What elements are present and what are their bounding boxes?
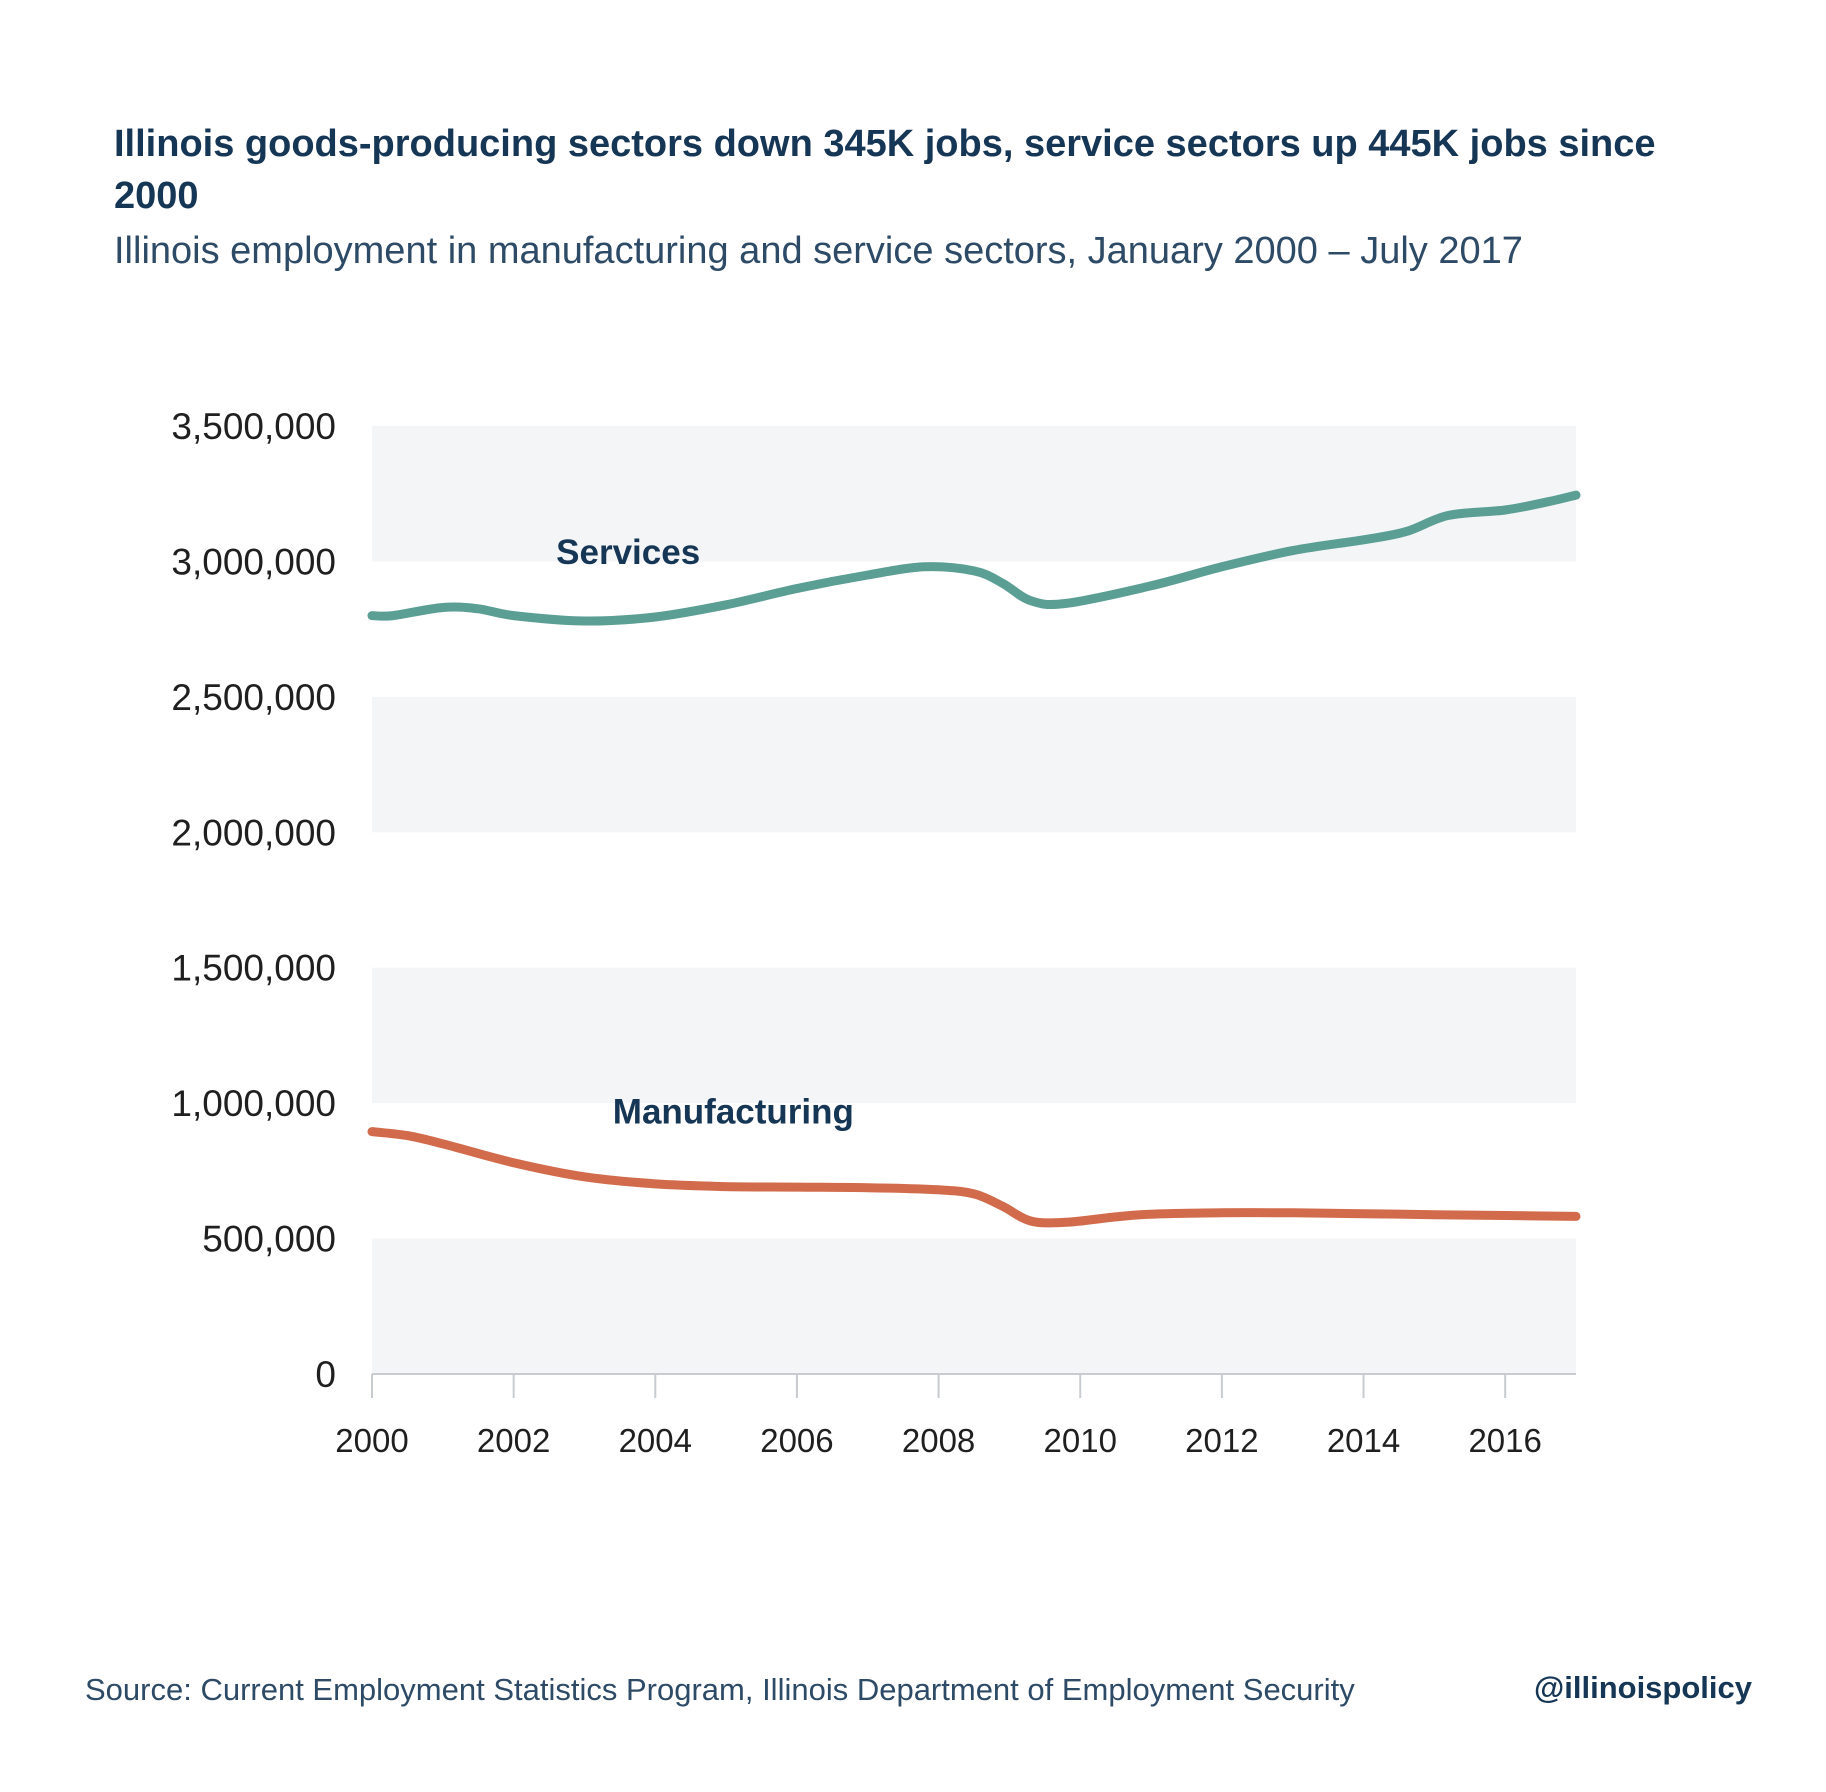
x-tick-label: 2004 (619, 1422, 692, 1459)
grid-band (372, 1238, 1576, 1374)
y-tick-label: 500,000 (202, 1219, 336, 1260)
x-tick-label: 2014 (1327, 1422, 1400, 1459)
y-tick-label: 0 (315, 1354, 336, 1395)
series-labels: Services Manufacturing (556, 533, 854, 1131)
y-tick-label: 3,000,000 (171, 541, 336, 582)
x-tick-label: 2000 (335, 1422, 408, 1459)
grid-bands (372, 426, 1576, 1374)
line-chart: 0 500,000 1,000,000 1,500,000 2,000,000 2,500… (171, 406, 1581, 1459)
series-label-services: Services (556, 533, 700, 572)
grid-band (372, 696, 1576, 833)
y-axis: 0 500,000 1,000,000 1,500,000 2,000,000 2,500… (171, 406, 336, 1395)
grid-band (372, 426, 1576, 562)
series-label-manufacturing: Manufacturing (613, 1092, 854, 1131)
x-tick-label: 2006 (760, 1422, 833, 1459)
source-note: Source: Current Employment Statistics Pr… (85, 1672, 1355, 1707)
x-tick-label: 2002 (477, 1422, 550, 1459)
x-tick-label: 2008 (902, 1422, 975, 1459)
y-tick-label: 3,500,000 (171, 406, 336, 447)
x-tick-label: 2016 (1468, 1422, 1541, 1459)
y-tick-label: 2,000,000 (171, 812, 336, 853)
x-tick-label: 2012 (1185, 1422, 1258, 1459)
y-tick-label: 1,500,000 (171, 948, 336, 989)
brand-handle: @illinoispolicy (1534, 1670, 1752, 1705)
grid-band (372, 967, 1576, 1104)
y-tick-label: 2,500,000 (171, 677, 336, 718)
chart-subtitle: Illinois employment in manufacturing and… (114, 230, 1523, 272)
y-tick-label: 1,000,000 (171, 1083, 336, 1124)
x-axis: 2000 2002 2004 2006 2008 2010 2012 2014 2016 (335, 1373, 1576, 1459)
series-line-services (367, 490, 1581, 626)
series-lines (367, 490, 1581, 1228)
series-line-manufacturing (367, 1127, 1581, 1228)
chart-title: Illinois goods-producing sectors down 34… (114, 123, 1656, 217)
x-tick-label: 2010 (1044, 1422, 1117, 1459)
